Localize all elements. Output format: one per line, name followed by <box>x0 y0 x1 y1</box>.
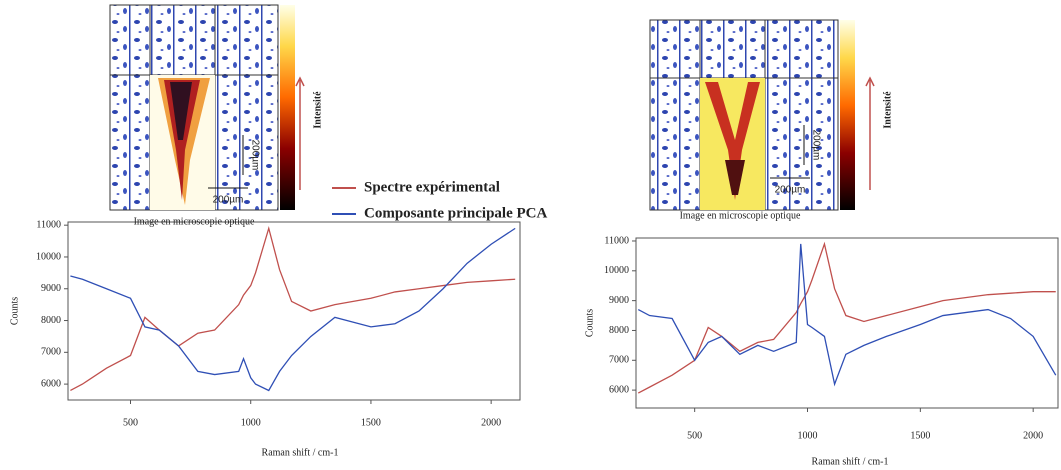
plot-area <box>635 237 1059 409</box>
scale-bar-label: 200µm <box>249 140 260 171</box>
image-caption: Image en microscopie optique <box>134 216 255 227</box>
colorbar-label: Intensité <box>312 91 323 129</box>
scale-bar-label: 200µm <box>775 185 806 196</box>
colorbar <box>840 20 855 210</box>
legend: Spectre expérimental Composante principal… <box>332 179 548 221</box>
y-tick-label: 10000 <box>36 251 61 262</box>
image-caption: Image en microscopie optique <box>680 210 801 221</box>
arrow-head <box>865 76 875 87</box>
legend-label: Spectre expérimental <box>364 179 500 195</box>
plot-area <box>67 221 521 401</box>
y-tick-label: 9000 <box>41 283 61 294</box>
y-axis-label: Counts <box>9 297 20 325</box>
spectrum-line <box>637 243 1057 387</box>
y-tick-label: 11000 <box>604 235 629 246</box>
y-tick-label: 10000 <box>604 265 629 276</box>
y-tick-label: 7000 <box>41 347 61 358</box>
x-tick-label: 500 <box>123 417 138 428</box>
y-tick-label: 6000 <box>41 378 61 389</box>
y-tick-label: 7000 <box>609 355 629 366</box>
arrow-head <box>295 76 305 87</box>
scale-bar-label: 200µm <box>810 130 821 161</box>
y-tick-label: 11000 <box>36 219 61 230</box>
legend-label: Composante principale PCA <box>364 205 548 221</box>
colorbar <box>280 5 295 210</box>
x-tick-label: 2000 <box>1023 430 1043 441</box>
y-axis-label: Counts <box>584 309 595 337</box>
y-tick-label: 9000 <box>609 295 629 306</box>
y-tick-label: 6000 <box>609 384 629 395</box>
x-axis-label: Raman shift / cm-1 <box>262 447 339 458</box>
x-tick-label: 1000 <box>798 430 818 441</box>
microscopy-image <box>649 19 839 211</box>
x-tick-label: 1000 <box>241 417 261 428</box>
spectrum-line <box>637 241 1056 394</box>
y-tick-label: 8000 <box>609 325 629 336</box>
spectrum-line <box>70 227 516 392</box>
y-tick-label: 8000 <box>41 315 61 326</box>
x-axis-label: Raman shift / cm-1 <box>812 456 889 467</box>
x-tick-label: 1500 <box>361 417 381 428</box>
colorbar-label: Intensité <box>882 91 893 129</box>
microscopy-image <box>109 4 279 211</box>
x-tick-label: 1500 <box>910 430 930 441</box>
x-tick-label: 2000 <box>481 417 501 428</box>
x-tick-label: 500 <box>687 430 702 441</box>
scale-bar-label: 200µm <box>213 195 244 206</box>
spectrum-line <box>70 225 516 392</box>
